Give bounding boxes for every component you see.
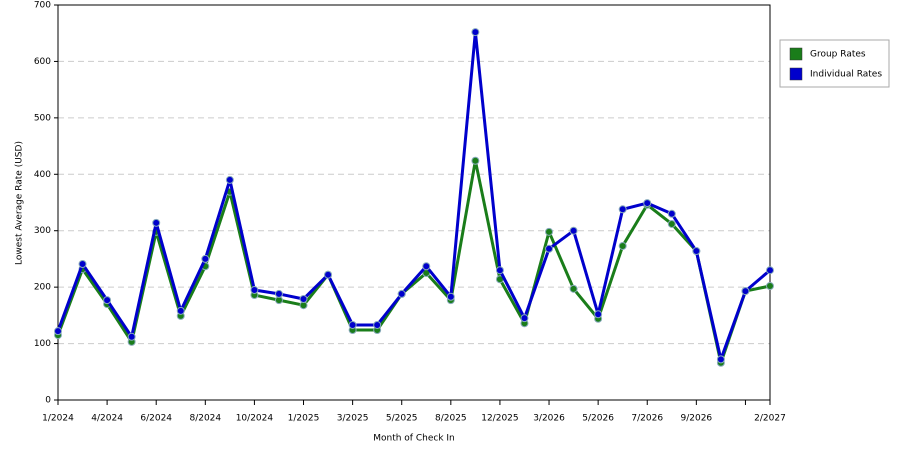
data-point xyxy=(397,289,406,298)
x-tick-label: 1/2024 xyxy=(42,414,74,424)
x-tick-label: 4/2024 xyxy=(91,414,123,424)
x-tick-label: 8/2024 xyxy=(189,414,221,424)
y-tick-label: 600 xyxy=(34,57,51,67)
x-tick-label: 7/2026 xyxy=(631,414,663,424)
series-line xyxy=(56,30,771,361)
x-tick-label: 2/2027 xyxy=(754,414,786,424)
x-tick-label: 9/2026 xyxy=(681,414,713,424)
y-tick-label: 200 xyxy=(34,283,51,293)
legend-swatch xyxy=(789,67,803,81)
data-point xyxy=(766,282,774,291)
data-point xyxy=(225,175,234,184)
series-line xyxy=(56,159,771,365)
data-point xyxy=(545,244,554,253)
data-point xyxy=(176,306,185,315)
data-point xyxy=(594,310,603,319)
x-tick-label: 3/2025 xyxy=(337,414,369,424)
data-point xyxy=(78,260,87,269)
y-tick-label: 400 xyxy=(34,170,51,180)
data-point xyxy=(495,266,504,275)
x-tick-label: 1/2025 xyxy=(288,414,320,424)
data-point xyxy=(741,287,750,296)
data-point xyxy=(348,320,357,329)
y-tick-label: 300 xyxy=(34,226,51,236)
x-tick-label: 5/2025 xyxy=(386,414,418,424)
data-point xyxy=(299,294,308,303)
data-point xyxy=(716,355,725,364)
data-point xyxy=(274,289,283,298)
data-point xyxy=(545,227,554,236)
x-tick-label: 3/2026 xyxy=(533,414,565,424)
data-point xyxy=(422,262,431,271)
x-tick-label: 6/2024 xyxy=(140,414,172,424)
data-point xyxy=(643,199,652,208)
data-point xyxy=(324,270,333,279)
data-point xyxy=(54,327,62,336)
data-point xyxy=(201,254,210,263)
data-point xyxy=(692,247,701,256)
data-point xyxy=(569,226,578,235)
x-tick-label: 8/2025 xyxy=(435,414,467,424)
data-point xyxy=(667,219,676,228)
data-point xyxy=(667,209,676,218)
data-point xyxy=(618,241,627,250)
data-point xyxy=(471,156,480,165)
x-tick-label: 12/2025 xyxy=(481,414,518,424)
data-point xyxy=(766,266,774,275)
x-tick-label: 5/2026 xyxy=(582,414,614,424)
data-point xyxy=(152,218,161,227)
data-point xyxy=(373,320,382,329)
data-point xyxy=(569,284,578,293)
legend-swatch xyxy=(789,47,803,61)
plot-frame xyxy=(57,4,771,401)
legend-label: Individual Rates xyxy=(810,70,882,80)
y-axis-label: Lowest Average Rate (USD) xyxy=(15,141,25,265)
y-tick-label: 0 xyxy=(45,396,51,406)
data-point xyxy=(446,292,455,301)
data-point xyxy=(471,28,480,37)
y-tick-label: 700 xyxy=(34,1,51,11)
data-point xyxy=(127,332,136,341)
data-point xyxy=(618,205,627,214)
data-point xyxy=(103,296,112,305)
x-tick-label: 10/2024 xyxy=(236,414,274,424)
legend-label: Group Rates xyxy=(810,50,866,60)
x-axis-label: Month of Check In xyxy=(373,434,455,444)
y-tick-label: 500 xyxy=(34,113,51,123)
data-point xyxy=(520,314,529,323)
y-tick-label: 100 xyxy=(34,339,51,349)
data-point xyxy=(250,285,259,294)
